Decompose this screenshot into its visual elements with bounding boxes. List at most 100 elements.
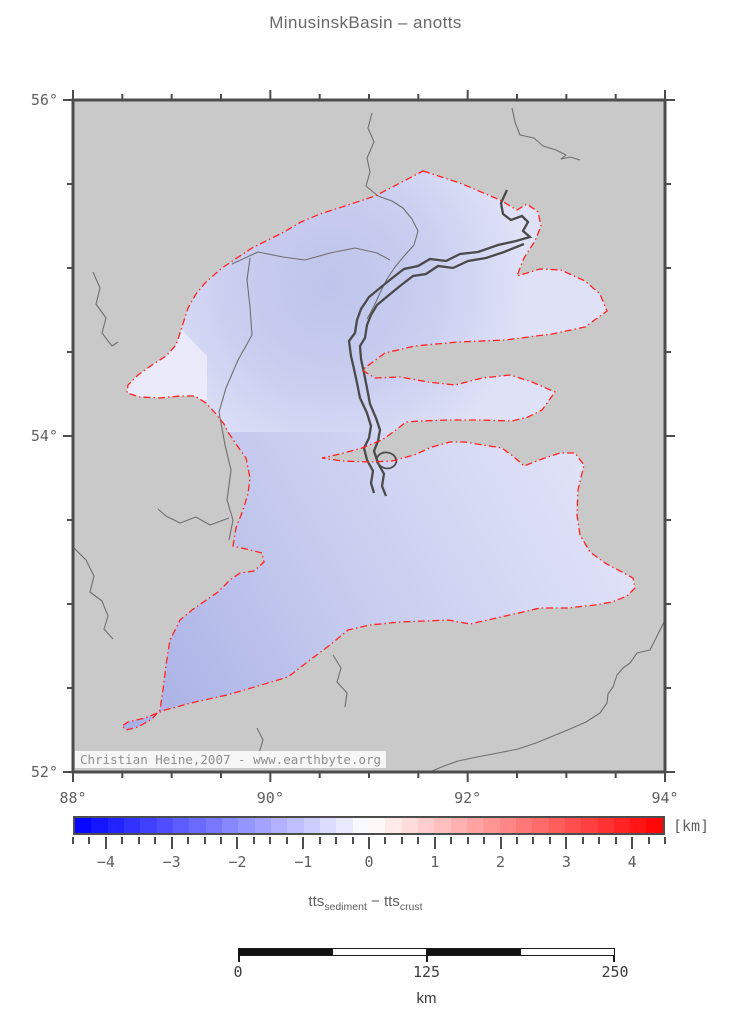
colorbar-step <box>287 818 304 833</box>
map-title: MinusinskBasin – anotts <box>269 13 462 32</box>
map-axis-ticks <box>63 90 675 782</box>
colorbar-tick-label: 0 <box>364 853 374 871</box>
colorbar: −4 −3 −2 −1 0 1 2 3 4 <box>72 816 666 876</box>
colorbar-tick <box>400 837 403 844</box>
scale-bar-segment <box>333 949 427 955</box>
river-channel-a <box>347 189 533 494</box>
colorbar-tick <box>532 837 535 844</box>
colorbar-tick-label: −1 <box>294 853 313 871</box>
thin-river <box>332 654 348 708</box>
colorbar-step <box>319 818 337 833</box>
scale-bar-segment <box>521 949 614 955</box>
colorbar-tick <box>631 837 634 849</box>
colorbar-tick-label: −4 <box>96 853 115 871</box>
caption-term1: tts <box>308 893 325 910</box>
colorbar-step <box>352 818 369 833</box>
x-axis-label: 94° <box>651 789 679 807</box>
colorbar-step <box>434 818 451 833</box>
colorbar-step <box>581 818 598 833</box>
colorbar-tick <box>647 837 650 844</box>
colorbar-step <box>401 818 418 833</box>
basin-outline <box>120 170 636 731</box>
colorbar-tick <box>302 837 305 849</box>
colorbar-tick <box>516 837 518 844</box>
colorbar-tick-label: 2 <box>496 853 506 871</box>
thin-river <box>157 508 230 526</box>
y-axis-label: 52° <box>30 763 58 781</box>
colorbar-step <box>140 818 157 833</box>
caption-sub2: crust <box>399 901 423 913</box>
scale-bar-tick <box>425 956 428 962</box>
thin-river <box>431 621 665 772</box>
y-axis-label: 54° <box>30 427 58 445</box>
colorbar-gradient <box>73 816 665 835</box>
colorbar-step <box>270 818 288 833</box>
colorbar-step <box>385 818 402 833</box>
y-axis-label: 56° <box>30 91 58 109</box>
colorbar-tick <box>187 837 190 844</box>
colorbar-tick <box>614 837 617 844</box>
thin-river <box>231 247 391 265</box>
colorbar-tick <box>154 837 157 844</box>
colorbar-tick <box>269 837 272 844</box>
scale-bar-label: 125 <box>412 963 441 981</box>
colorbar-tick-label: −3 <box>162 853 181 871</box>
colorbar-tick <box>121 837 124 844</box>
caption-term2: tts <box>383 893 400 910</box>
colorbar-tick <box>252 837 255 844</box>
colorbar-step <box>75 818 92 833</box>
colorbar-tick <box>499 837 502 849</box>
colorbar-tick <box>137 837 140 844</box>
colorbar-tick-label: −2 <box>228 853 247 871</box>
colorbar-step <box>189 818 206 833</box>
colorbar-tick <box>318 837 321 844</box>
thin-river <box>218 257 253 541</box>
colorbar-step <box>221 818 239 833</box>
colorbar-tick <box>466 837 469 844</box>
colorbar-tick <box>335 837 338 844</box>
colorbar-tick <box>483 837 486 844</box>
scale-bar-unit: km <box>416 990 437 1007</box>
colorbar-tick <box>170 837 173 849</box>
scale-bar-tick <box>238 956 240 962</box>
colorbar-tick <box>88 837 91 844</box>
colorbar-tick-label: 3 <box>561 853 571 871</box>
colorbar-step <box>254 818 271 833</box>
colorbar-tick <box>417 837 420 844</box>
colorbar-tick <box>384 837 387 844</box>
copyright-note: Christian Heine,2007 - www.earthbyte.org <box>75 751 387 768</box>
colorbar-tick <box>104 837 107 849</box>
colorbar-step <box>91 818 108 833</box>
colorbar-step <box>368 818 386 833</box>
colorbar-step <box>205 818 222 833</box>
colorbar-step <box>515 818 533 833</box>
colorbar-caption: ttssediment − ttscrust <box>0 893 731 913</box>
x-axis-label: 88° <box>59 789 87 807</box>
colorbar-step <box>156 818 173 833</box>
x-axis-label: 90° <box>256 789 284 807</box>
colorbar-tick <box>548 837 551 844</box>
caption-sub1: sediment <box>324 901 367 913</box>
colorbar-step <box>466 818 484 833</box>
colorbar-step <box>107 818 124 833</box>
colorbar-tick-label: 1 <box>430 853 440 871</box>
colorbar-tick <box>220 837 222 844</box>
colorbar-step <box>532 818 549 833</box>
colorbar-tick <box>285 837 288 844</box>
scale-bar-segment <box>239 949 333 955</box>
colorbar-unit-label: [km] <box>673 817 710 835</box>
colorbar-step <box>548 818 565 833</box>
colorbar-step <box>238 818 255 833</box>
colorbar-tick <box>236 837 239 849</box>
colorbar-step <box>646 818 663 833</box>
colorbar-step <box>336 818 353 833</box>
colorbar-tick <box>203 837 206 844</box>
colorbar-tick <box>72 837 74 844</box>
scale-bar-segment <box>427 949 521 955</box>
colorbar-step <box>483 818 500 833</box>
colorbar-tick <box>368 837 370 849</box>
colorbar-step <box>499 818 516 833</box>
colorbar-tick <box>664 837 666 844</box>
